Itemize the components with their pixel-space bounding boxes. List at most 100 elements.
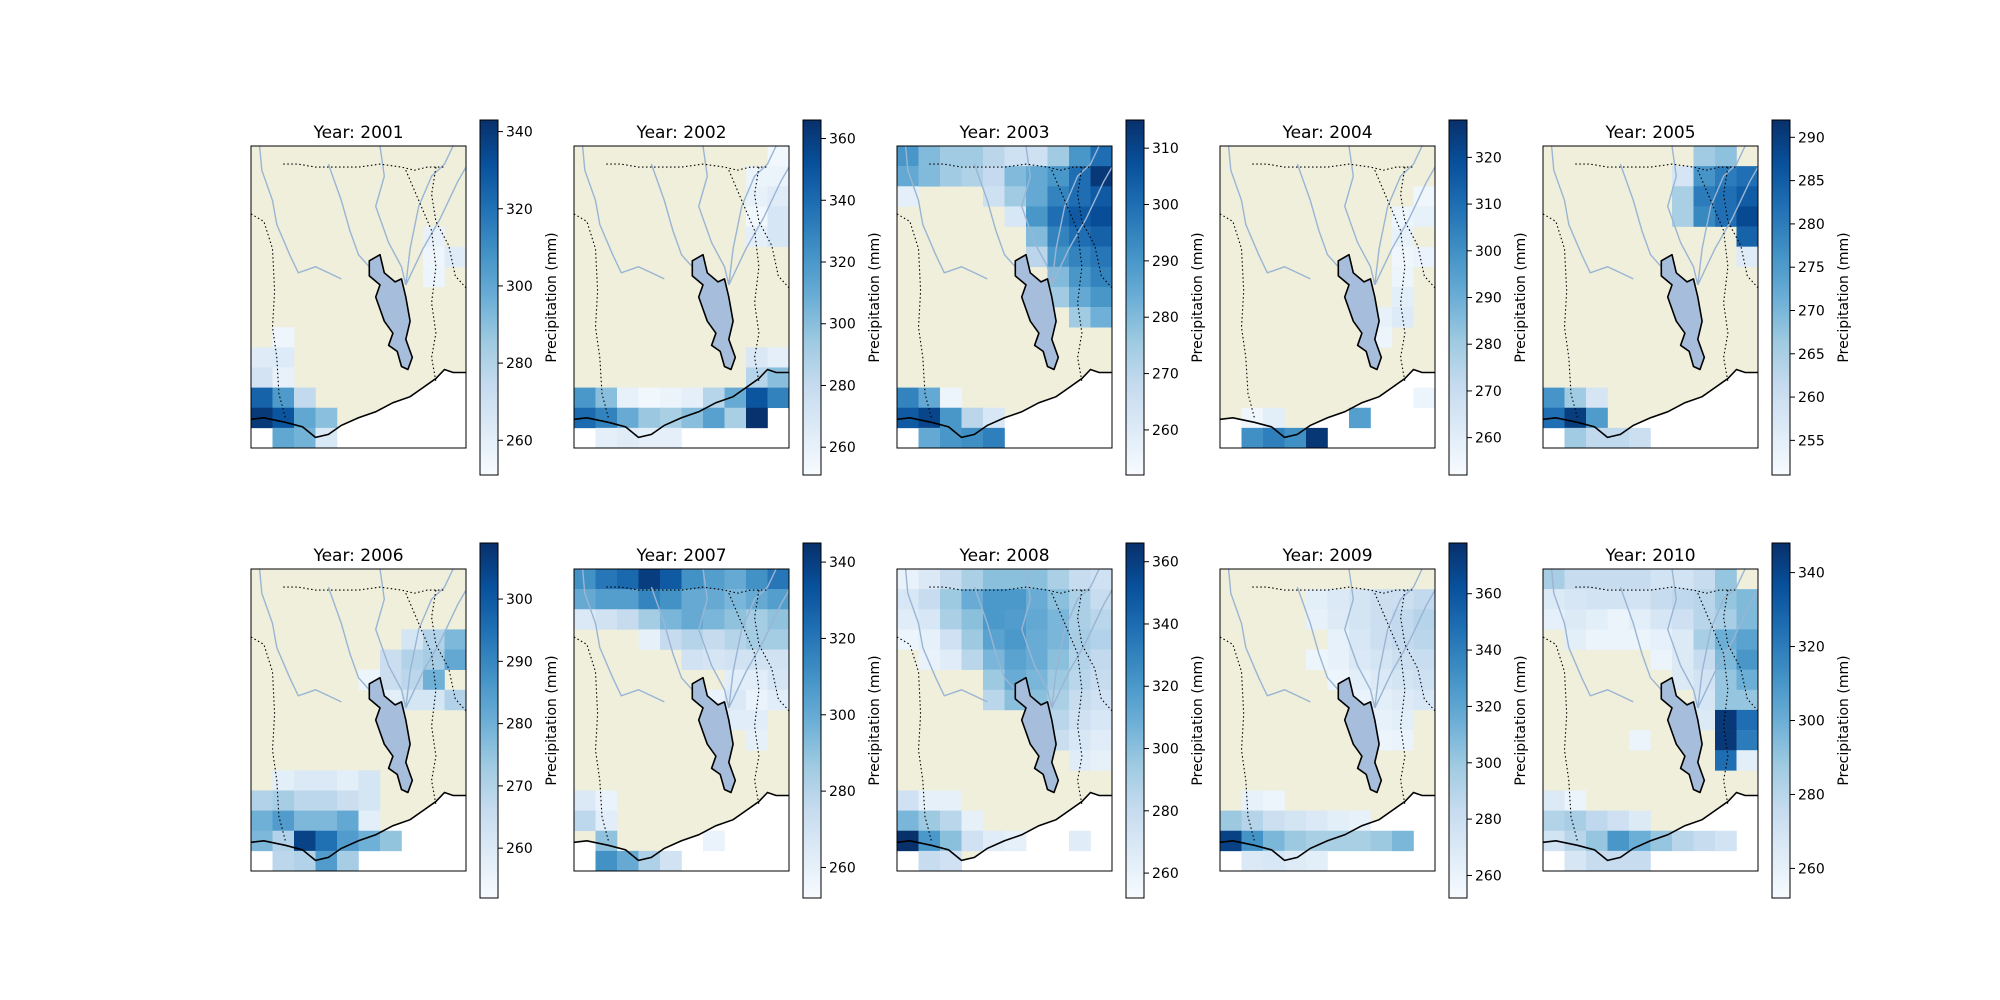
precip-cell [1413,649,1435,670]
precip-cell [1349,669,1371,691]
precip-cell [1327,609,1350,630]
precip-cell [617,569,639,590]
border-line [1697,592,1729,805]
precip-cell [746,649,768,670]
river-line [405,569,454,708]
precip-cell [1069,830,1091,852]
river-line [1343,146,1376,286]
precip-cell [294,770,316,791]
panel-year-2007: Year: 2007 260 280 300 320 340 Precipitation (… [573,542,883,899]
precip-cell [444,649,466,670]
precip-cell [617,387,639,409]
precip-cell [1715,146,1737,167]
precip-cell [746,387,768,409]
precip-cell [1004,166,1027,187]
colorbar-label: Precipitation (mm) [1513,232,1529,362]
precip-cell [1284,830,1307,852]
precip-cell [983,569,1005,590]
precip-cell [961,407,984,429]
precip-cell [746,206,768,227]
precip-cell [638,609,661,630]
river-line [697,569,730,709]
precip-cell [897,589,919,610]
precip-cell [1586,830,1608,852]
precip-cell [1392,286,1414,308]
coastline [1543,368,1758,439]
river-line [728,569,777,708]
colorbar-tick-label: 340 [506,125,533,141]
precip-cell [272,850,295,871]
river-line [1051,146,1100,285]
precip-cell [660,407,682,429]
precip-cell [660,427,682,448]
precip-cell [1586,810,1608,832]
precip-cell [315,407,338,429]
colorbar-tick-label: 320 [1475,699,1502,715]
precip-cell [1543,609,1565,630]
map-area [897,569,1112,871]
precip-cell [1004,206,1027,227]
precip-cell [746,669,768,691]
precip-cell [272,367,295,388]
map-frame [1542,145,1759,449]
precip-cell [1586,407,1608,429]
panel-title: Year: 2003 [958,123,1049,143]
precip-cell [961,569,984,590]
precip-cell [1736,589,1758,610]
precip-cell [251,810,273,832]
precip-cell [1564,589,1587,610]
precip-cell [1090,649,1112,670]
precip-cell [595,850,618,871]
precip-cell [1564,387,1587,409]
precip-cell [746,629,768,650]
precip-cell [1069,750,1091,771]
precip-cell [940,407,962,429]
precip-cell [380,669,402,691]
panel-title: Year: 2008 [958,546,1049,566]
colorbar [1125,119,1145,476]
precip-cell [1693,629,1716,650]
panel-year-2002: Year: 2002 260 280 300 320 340 360 Precipitatio… [573,119,883,476]
precip-cell [1607,609,1630,630]
precip-cell [918,589,941,610]
river-line [728,146,777,285]
panel-year-2003: Year: 2003 260 270 280 290 300 310 Precipitatio… [896,119,1206,476]
river-line [1374,146,1423,285]
colorbar-tick-label: 270 [1475,384,1502,400]
coastline [1220,368,1435,439]
precip-cell [423,629,445,650]
panel-title: Year: 2010 [1604,546,1695,566]
river-line [1227,569,1311,703]
colorbar-tick-label: 280 [1475,337,1502,353]
colorbar-tick-label: 260 [1798,390,1825,406]
precip-cell [1004,649,1027,670]
panel-title: Year: 2007 [635,546,726,566]
river-line [1550,569,1634,703]
colorbar-label: Precipitation (mm) [867,655,883,785]
coastline [897,791,1112,862]
precip-cell [767,669,789,691]
precip-cell [272,790,295,811]
colorbar-tick-label: 340 [1152,617,1179,633]
precip-cell [660,609,682,630]
precip-cell [1090,609,1112,630]
precip-cell [703,830,725,852]
river-line [405,146,454,285]
colorbar [802,119,822,476]
precip-cell [660,589,682,610]
map-frame [896,568,1113,872]
precip-cell [961,830,984,852]
precip-cell [703,407,725,429]
precip-cell [1263,790,1285,811]
precip-cell [746,186,768,207]
precip-cell [272,427,295,448]
precip-cell [1069,226,1091,247]
colorbar-label: Precipitation (mm) [1836,655,1852,785]
precip-cell [1564,629,1587,650]
colorbar-tick-label: 260 [1798,861,1825,877]
precip-cell [1090,629,1112,650]
precip-cell [574,609,596,630]
precip-cell [1629,589,1651,610]
map-frame [250,145,467,449]
river-line [374,146,407,286]
